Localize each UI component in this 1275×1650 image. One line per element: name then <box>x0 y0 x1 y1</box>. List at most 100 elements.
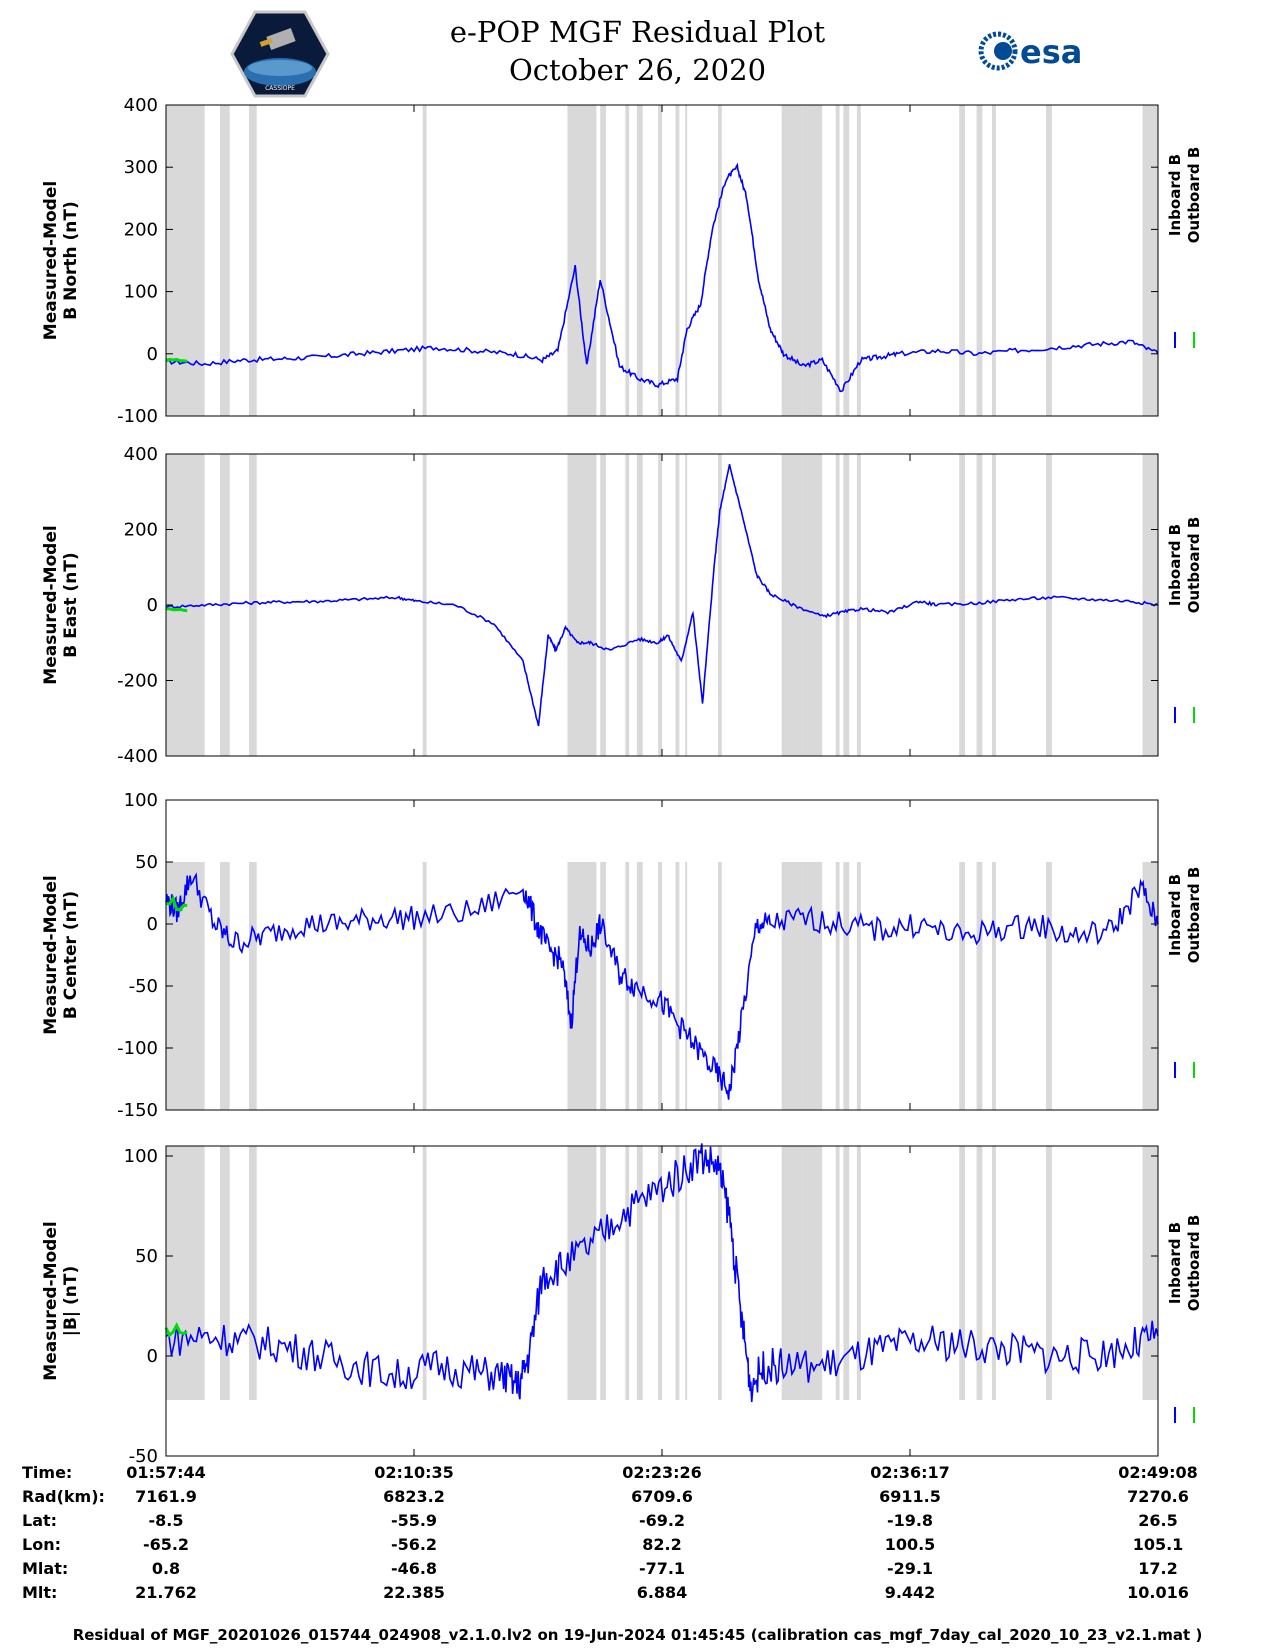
info-cell-lon: 82.2 <box>642 1535 681 1554</box>
legend-outboard-label: Outboard B <box>1185 517 1203 614</box>
y-tick-label: 200 <box>124 520 158 541</box>
data-gap-band <box>781 1146 803 1400</box>
data-gap-band <box>658 1146 662 1400</box>
data-gap-band <box>248 1146 257 1400</box>
data-gap-band <box>1046 862 1052 1110</box>
data-gap-band <box>248 105 257 416</box>
data-gap-band <box>422 454 427 756</box>
data-gap-band <box>422 1146 427 1400</box>
info-cell-lon: -65.2 <box>143 1535 189 1554</box>
data-gap-band <box>248 862 257 1110</box>
data-gap-band <box>1046 454 1052 756</box>
data-gap-band <box>835 105 840 416</box>
data-gap-band <box>567 454 597 756</box>
info-cell-lat: -69.2 <box>639 1511 685 1530</box>
data-gap-band <box>802 862 823 1110</box>
data-gap-band <box>422 105 427 416</box>
info-cell-mlt: 9.442 <box>885 1583 936 1602</box>
data-gap-band <box>248 454 257 756</box>
data-gap-band <box>675 105 680 416</box>
data-gap-band <box>856 1146 861 1400</box>
esa-logo: esa <box>978 31 1082 71</box>
data-gap-band <box>220 862 230 1110</box>
data-gap-band <box>658 105 662 416</box>
data-gap-band <box>166 105 205 416</box>
data-gap-band <box>992 1146 996 1400</box>
data-gap-band <box>685 105 688 416</box>
data-gap-band <box>976 105 983 416</box>
info-cell-lon: 105.1 <box>1133 1535 1184 1554</box>
inboard-series-line <box>165 464 1159 727</box>
data-gap-band <box>843 1146 850 1400</box>
info-cell-lon: -56.2 <box>391 1535 437 1554</box>
data-gap-band <box>567 1146 597 1400</box>
info-cell-lat: 26.5 <box>1138 1511 1177 1530</box>
data-gap-band <box>685 454 688 756</box>
info-cell-time: 02:49:08 <box>1118 1463 1198 1482</box>
data-gap-band <box>220 1146 230 1400</box>
data-gap-band <box>625 454 630 756</box>
info-row-label: Rad(km): <box>22 1487 105 1506</box>
panel-2: -400 -200 0 200 400 Measured-Model B East (nT)… <box>41 444 1203 767</box>
outboard-series-line <box>164 1322 188 1338</box>
data-gap-band <box>717 1146 722 1400</box>
info-cell-mlat: -29.1 <box>887 1559 933 1578</box>
y-tick-label: 0 <box>147 595 158 616</box>
info-cell-lat: -8.5 <box>149 1511 184 1530</box>
data-gap-band <box>1046 105 1052 416</box>
data-gap-band <box>600 862 607 1110</box>
info-cell-mlat: 0.8 <box>152 1559 180 1578</box>
info-row-label: Time: <box>22 1463 72 1482</box>
data-gap-band <box>625 105 630 416</box>
y-axis-label: B Center (nT) <box>61 891 81 1019</box>
data-gap-band <box>220 105 230 416</box>
data-gap-band <box>567 105 597 416</box>
data-gap-band <box>1046 1146 1052 1400</box>
y-tick-label: -100 <box>117 406 158 427</box>
data-gap-band <box>802 454 823 756</box>
panel-4: -50 0 50 100 Measured-Model |B| (nT) Inboard B… <box>41 1143 1203 1467</box>
legend-outboard-label: Outboard B <box>1185 867 1203 964</box>
legend-inboard-label: Inboard B <box>1166 874 1184 956</box>
data-gap-band <box>717 105 722 416</box>
info-cell-time: 02:23:26 <box>622 1463 702 1482</box>
data-gap-band <box>567 862 597 1110</box>
data-gap-band <box>802 105 823 416</box>
y-tick-label: -200 <box>117 671 158 692</box>
inboard-series-line <box>165 872 1159 1100</box>
y-tick-label: -150 <box>117 1100 158 1121</box>
data-gap-band <box>685 862 688 1110</box>
info-row-label: Lon: <box>22 1535 61 1554</box>
data-gap-band <box>717 454 722 756</box>
y-tick-label: -100 <box>117 1038 158 1059</box>
data-gap-band <box>856 105 861 416</box>
info-cell-mlt: 10.016 <box>1127 1583 1189 1602</box>
data-gap-band <box>959 862 966 1110</box>
data-gap-band <box>856 862 861 1110</box>
y-tick-label: 100 <box>124 1146 158 1167</box>
panel-1: -100 0 100 200 300 400 Measured-Model B North (… <box>41 95 1203 427</box>
data-gap-band <box>843 454 850 756</box>
chart-title: e-POP MGF Residual Plot <box>449 15 826 49</box>
data-gap-band <box>166 1146 205 1400</box>
cassiope-logo-text: CASSIOPE <box>265 85 295 92</box>
data-gap-band <box>856 454 861 756</box>
chart-date: October 26, 2020 <box>508 53 767 87</box>
data-gap-band <box>781 105 803 416</box>
info-cell-lat: -55.9 <box>391 1511 437 1530</box>
data-gap-band <box>600 105 607 416</box>
legend-inboard-label: Inboard B <box>1166 1222 1184 1304</box>
data-gap-band <box>675 454 680 756</box>
panel-3: -150 -100 -50 0 50 100 Measured-Model B Center … <box>41 790 1203 1121</box>
y-axis-label: B East (nT) <box>61 552 81 657</box>
y-tick-label: -50 <box>129 1446 158 1467</box>
y-tick-label: 400 <box>124 444 158 465</box>
legend-inboard-label: Inboard B <box>1166 154 1184 236</box>
data-gap-band <box>976 454 983 756</box>
info-cell-mlt: 6.884 <box>637 1583 688 1602</box>
info-row-label: Mlat: <box>22 1559 68 1578</box>
data-gap-band <box>959 1146 966 1400</box>
data-gap-band <box>976 862 983 1110</box>
y-tick-label: 200 <box>124 219 158 240</box>
